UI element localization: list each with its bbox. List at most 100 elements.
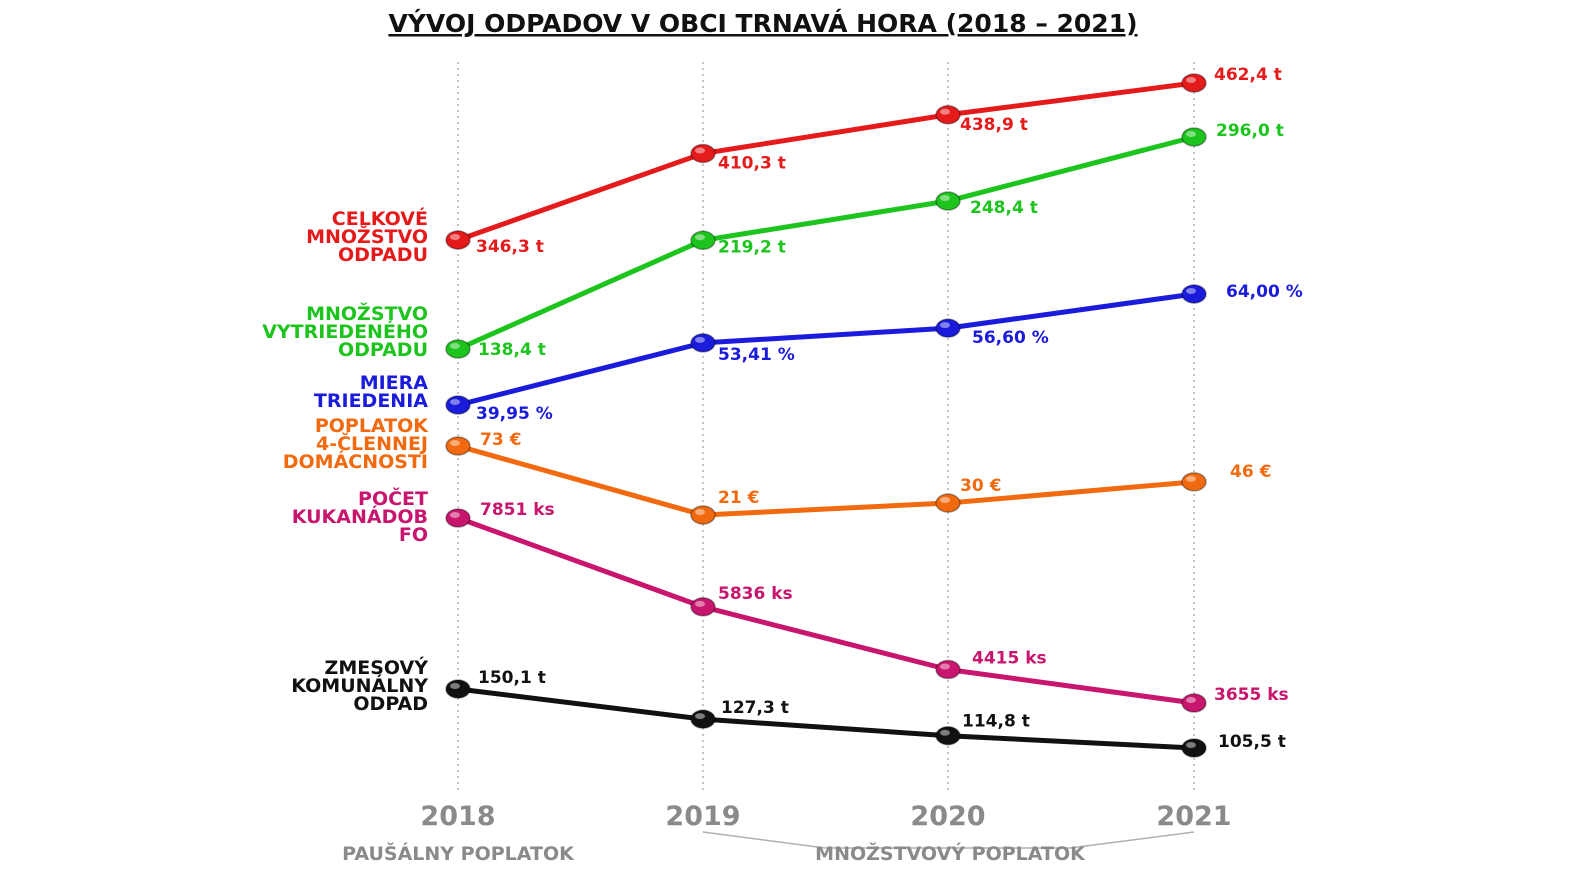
value-label-zmesovy-2021: 105,5 t xyxy=(1218,732,1286,752)
data-point-zmesovy-2019 xyxy=(690,709,716,729)
series-line-kukanadoby xyxy=(457,515,1195,706)
data-point-poplatok-2019 xyxy=(690,505,716,525)
series-name-zmesovy: ZMESOVÝ xyxy=(325,655,429,679)
year-gridlines xyxy=(457,62,1195,790)
series-name-kukanadoby: KUKANÁDOB xyxy=(292,505,428,528)
data-point-miera-2021 xyxy=(1181,284,1207,304)
data-point-celkove-2019 xyxy=(690,143,716,164)
data-point-miera-2019 xyxy=(690,333,716,353)
series-name-zmesovy: ODPAD xyxy=(353,693,428,715)
data-point-highlight xyxy=(1186,742,1196,748)
data-point-highlight xyxy=(1186,697,1196,703)
data-point-highlight xyxy=(695,147,705,154)
data-point-highlight xyxy=(450,343,460,349)
value-label-vytriedene-2020: 248,4 t xyxy=(970,198,1038,218)
data-point-zmesovy-2018 xyxy=(445,679,471,699)
data-point-kukanadoby-2019 xyxy=(690,597,716,617)
x-tick-label-2019: 2019 xyxy=(665,801,740,832)
fee-period-bracket xyxy=(702,831,1195,849)
data-point-miera-2018 xyxy=(445,395,471,415)
data-point-highlight xyxy=(1186,475,1196,482)
data-point-vytriedene-2021 xyxy=(1181,127,1207,147)
series-name-vytriedene: MNOŽSTVO xyxy=(306,302,428,325)
value-label-vytriedene-2021: 296,0 t xyxy=(1216,121,1284,141)
data-point-highlight xyxy=(695,713,705,720)
series-line-vytriedene xyxy=(456,134,1195,352)
data-point-highlight xyxy=(695,336,705,343)
data-point-highlight xyxy=(1186,288,1196,294)
x-axis: 2018 2019 2020 2021 PAUŠÁLNY POPLATOK MNOŽSTV… xyxy=(342,801,1231,865)
value-label-poplatok-2019: 21 € xyxy=(718,488,759,508)
value-label-poplatok-2018: 73 € xyxy=(480,430,521,450)
series-line-miera xyxy=(457,291,1195,408)
data-point-highlight xyxy=(940,195,950,202)
value-label-vytriedene-2018: 138,4 t xyxy=(478,340,546,360)
data-point-celkove-2018 xyxy=(445,230,471,250)
series-name-celkove: MNOŽSTVO xyxy=(306,225,428,248)
data-point-highlight xyxy=(695,234,705,241)
value-label-miera-2020: 56,60 % xyxy=(972,328,1049,348)
data-point-celkove-2021 xyxy=(1181,73,1207,93)
series-name-vytriedene: ODPADU xyxy=(338,339,428,361)
series-name-zmesovy: KOMUNÁLNY xyxy=(291,674,428,697)
value-label-celkove-2021: 462,4 t xyxy=(1214,65,1282,85)
data-point-kukanadoby-2021 xyxy=(1181,693,1207,713)
data-point-highlight xyxy=(450,512,460,518)
data-point-highlight xyxy=(940,322,950,329)
value-label-kukanadoby-2019: 5836 ks xyxy=(718,584,793,604)
data-point-highlight xyxy=(695,600,705,607)
data-point-miera-2020 xyxy=(935,318,961,338)
series-line-zmesovy xyxy=(457,686,1195,751)
value-label-celkove-2020: 438,9 t xyxy=(960,115,1028,135)
series-zmesovy: 150,1 t 127,3 t 114,8 t 105,5 t ZMESOVÝKOMUN… xyxy=(291,655,1286,758)
value-label-kukanadoby-2021: 3655 ks xyxy=(1214,685,1289,705)
data-point-kukanadoby-2018 xyxy=(445,508,471,528)
series-name-poplatok: 4-ČLENNEJ xyxy=(316,431,428,455)
data-point-highlight xyxy=(450,683,460,689)
fee-period-label-pausalny: PAUŠÁLNY POPLATOK xyxy=(342,841,575,865)
data-point-celkove-2020 xyxy=(935,105,961,125)
value-label-miera-2021: 64,00 % xyxy=(1226,282,1303,302)
series-miera: 39,95 % 53,41 % 56,60 % 64,00 % MIERATRIEDEN… xyxy=(314,282,1303,424)
data-point-poplatok-2021 xyxy=(1181,472,1207,492)
value-label-celkove-2019: 410,3 t xyxy=(718,153,786,173)
data-point-highlight xyxy=(450,234,460,240)
value-label-vytriedene-2019: 219,2 t xyxy=(718,237,786,257)
series-poplatok: 73 € 21 € 30 € 46 € POPLATOK4-ČLENNEJDOMÁCNO… xyxy=(283,415,1271,525)
x-tick-label-2018: 2018 xyxy=(420,801,495,832)
data-point-highlight xyxy=(450,440,460,446)
series-line-poplatok xyxy=(457,443,1195,518)
value-label-zmesovy-2018: 150,1 t xyxy=(478,668,546,688)
series-name-miera: MIERA xyxy=(360,372,429,394)
data-point-highlight xyxy=(940,729,950,736)
data-point-poplatok-2018 xyxy=(445,436,471,456)
data-point-kukanadoby-2020 xyxy=(935,659,961,680)
fee-period-label-mnozstvovy: MNOŽSTVOVÝ POPLATOK xyxy=(815,841,1086,865)
series-line-celkove xyxy=(457,80,1195,243)
data-point-highlight xyxy=(450,399,460,405)
value-label-zmesovy-2020: 114,8 t xyxy=(962,712,1030,732)
series-name-celkove: ODPADU xyxy=(338,244,428,266)
data-point-highlight xyxy=(940,497,950,504)
value-label-poplatok-2020: 30 € xyxy=(960,476,1001,496)
data-point-highlight xyxy=(940,663,950,670)
data-point-highlight xyxy=(940,108,950,115)
data-point-zmesovy-2020 xyxy=(935,725,961,746)
data-point-highlight xyxy=(1186,77,1196,83)
series-name-celkove: CELKOVÉ xyxy=(332,207,428,230)
series-name-kukanadoby: POČET xyxy=(358,486,428,510)
value-label-miera-2019: 53,41 % xyxy=(718,345,795,365)
data-point-vytriedene-2019 xyxy=(690,230,716,251)
series-name-poplatok: DOMÁCNOSTI xyxy=(283,450,428,473)
x-tick-label-2020: 2020 xyxy=(910,801,985,832)
series-name-poplatok: POPLATOK xyxy=(315,415,429,437)
value-label-celkove-2018: 346,3 t xyxy=(476,237,544,257)
value-label-poplatok-2021: 46 € xyxy=(1230,462,1271,482)
chart-title: VÝVOJ ODPADOV V OBCI TRNAVÁ HORA (2018 –… xyxy=(388,8,1137,38)
data-point-vytriedene-2020 xyxy=(935,191,961,211)
series-name-kukanadoby: FO xyxy=(399,524,428,546)
data-point-vytriedene-2018 xyxy=(445,339,471,359)
